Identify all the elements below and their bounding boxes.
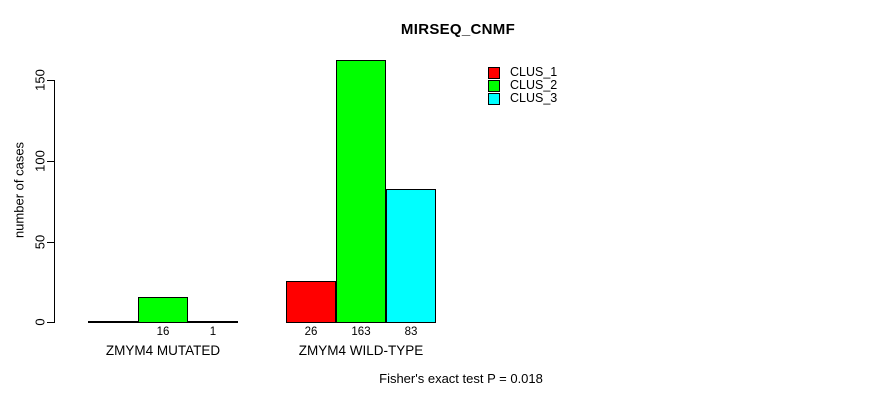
bar-value-label: 163	[351, 326, 371, 338]
annotation-text: Fisher's exact test P = 0.018	[379, 371, 543, 386]
category-label: ZMYM4 MUTATED	[105, 343, 221, 358]
legend-item: CLUS_2	[488, 79, 557, 92]
bar-clus_1-zmym4-mutated	[88, 321, 138, 323]
legend-swatch-clus_3	[488, 92, 500, 105]
y-tick	[47, 161, 54, 162]
chart-title: MIRSEQ_CNMF	[400, 21, 516, 38]
legend-swatch-clus_2	[488, 79, 500, 92]
legend-label: CLUS_1	[510, 65, 558, 79]
legend-swatch-clus_1	[488, 66, 500, 79]
y-tick	[47, 80, 54, 81]
bar-clus_2-zmym4-mutated	[138, 297, 188, 323]
bar-clus_3-zmym4-wild-type	[386, 189, 436, 323]
category-label: ZMYM4 WILD-TYPE	[298, 343, 424, 358]
legend-item: CLUS_1	[488, 66, 557, 79]
bar-value-label: 83	[404, 326, 418, 338]
bar-clus_1-zmym4-wild-type	[286, 281, 336, 323]
legend-item: CLUS_3	[488, 92, 557, 105]
y-axis-line	[54, 80, 55, 323]
legend: CLUS_1 CLUS_2 CLUS_3	[488, 66, 557, 105]
bar-clus_3-zmym4-mutated	[188, 321, 238, 323]
y-tick	[47, 322, 54, 323]
bar-value-label: 16	[156, 326, 170, 338]
bar-value-label: 1	[209, 326, 217, 338]
y-tick-label: 50	[32, 234, 48, 250]
y-tick-label: 0	[32, 318, 48, 326]
bar-clus_2-zmym4-wild-type	[336, 60, 386, 323]
legend-label: CLUS_2	[510, 78, 558, 92]
legend-label: CLUS_3	[510, 91, 558, 105]
y-tick-label: 100	[32, 150, 48, 172]
y-tick	[47, 242, 54, 243]
y-tick-label: 150	[32, 69, 48, 91]
bar-value-label: 26	[304, 326, 318, 338]
